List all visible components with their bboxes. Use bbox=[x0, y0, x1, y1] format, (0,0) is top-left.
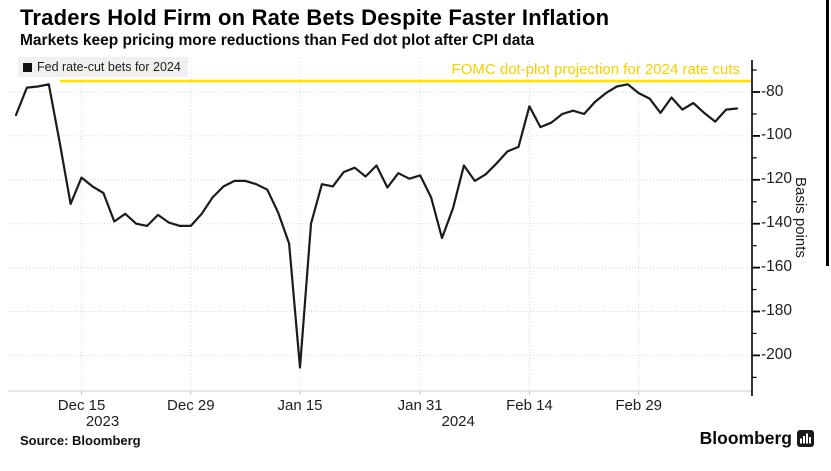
y-tick-label: -100 bbox=[761, 126, 793, 144]
year-label: 2024 bbox=[441, 413, 475, 430]
year-label: 2023 bbox=[85, 413, 120, 430]
y-tick-label: -120 bbox=[761, 170, 793, 188]
y-axis-title: Basis points bbox=[792, 177, 809, 258]
bloomberg-bars-icon bbox=[797, 430, 814, 447]
fomc-projection-annotation: FOMC dot-plot projection for 2024 rate c… bbox=[451, 61, 740, 78]
y-tick-label: -140 bbox=[761, 214, 793, 232]
x-tick-label: Dec 29 bbox=[167, 397, 215, 414]
window-edge-line bbox=[826, 0, 829, 266]
legend-label: Fed rate-cut bets for 2024 bbox=[37, 60, 181, 74]
y-tick-label: -200 bbox=[761, 345, 793, 363]
legend: Fed rate-cut bets for 2024 bbox=[18, 57, 188, 77]
chart-subtitle: Markets keep pricing more reductions tha… bbox=[20, 32, 535, 49]
chart-title: Traders Hold Firm on Rate Bets Despite F… bbox=[20, 5, 610, 30]
y-tick-label: -80 bbox=[761, 82, 784, 100]
x-tick-label: Feb 29 bbox=[615, 397, 663, 414]
x-tick-label: Jan 31 bbox=[397, 397, 443, 414]
y-tick-label: -160 bbox=[761, 258, 793, 276]
brand-wordmark: Bloomberg bbox=[699, 428, 792, 448]
source-credit: Source: Bloomberg bbox=[20, 433, 141, 448]
legend-square-icon bbox=[23, 62, 32, 72]
x-tick-label: Feb 14 bbox=[506, 397, 553, 414]
x-tick-label: Jan 15 bbox=[277, 397, 323, 414]
brand-logo: Bloomberg bbox=[700, 428, 814, 449]
y-tick-label: -180 bbox=[761, 302, 793, 319]
x-tick-label: Dec 15 bbox=[57, 397, 106, 414]
